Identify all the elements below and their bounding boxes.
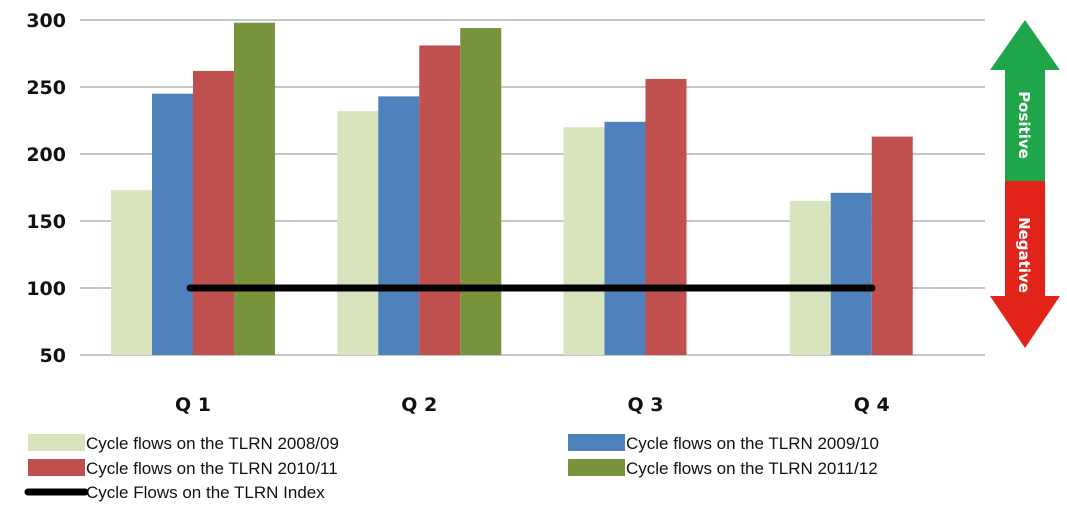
bar bbox=[604, 121, 646, 355]
legend-swatch bbox=[28, 459, 85, 476]
y-tick-label: 200 bbox=[26, 144, 66, 166]
bar bbox=[378, 96, 420, 355]
bar bbox=[830, 192, 872, 355]
legend-label: Cycle flows on the TLRN 2010/11 bbox=[86, 459, 338, 478]
y-tick-label: 50 bbox=[40, 345, 66, 367]
x-tick-label: Q 2 bbox=[401, 394, 437, 416]
bar bbox=[460, 28, 502, 355]
legend-swatch bbox=[28, 434, 85, 451]
legend-label: Cycle flows on the TLRN 2008/09 bbox=[86, 434, 339, 453]
x-tick-label: Q 3 bbox=[628, 394, 664, 416]
positive-arrow bbox=[990, 20, 1060, 181]
bar bbox=[563, 127, 605, 355]
legend-label: Cycle flows on the TLRN 2009/10 bbox=[626, 434, 879, 453]
positive-label: Positive bbox=[1015, 91, 1033, 159]
y-axis-tick-labels: 50 100 150 200 250 300 bbox=[26, 10, 66, 367]
negative-arrow bbox=[990, 181, 1060, 348]
legend-swatch bbox=[568, 459, 625, 476]
bar bbox=[152, 93, 193, 355]
bar bbox=[337, 111, 379, 356]
legend-swatch bbox=[568, 434, 625, 451]
bar bbox=[111, 190, 152, 355]
x-tick-label: Q 1 bbox=[175, 394, 211, 416]
bar bbox=[419, 45, 461, 356]
legend: Cycle flows on the TLRN 2008/09 Cycle flo… bbox=[24, 434, 879, 502]
bar bbox=[234, 22, 275, 356]
y-tick-label: 100 bbox=[26, 278, 66, 300]
bar bbox=[193, 70, 234, 356]
x-axis-category-labels: Q 1 Q 2 Q 3 Q 4 bbox=[175, 394, 890, 416]
x-tick-label: Q 4 bbox=[854, 394, 890, 416]
bar bbox=[789, 200, 831, 355]
bar bbox=[645, 78, 687, 356]
legend-label: Cycle flows on the TLRN 2011/12 bbox=[626, 459, 878, 478]
y-tick-label: 150 bbox=[26, 211, 66, 233]
positive-negative-indicator: Positive Negative bbox=[990, 20, 1060, 348]
negative-label: Negative bbox=[1015, 217, 1033, 293]
bars bbox=[111, 22, 913, 356]
y-tick-label: 250 bbox=[26, 77, 66, 99]
y-tick-label: 300 bbox=[26, 10, 66, 32]
bar bbox=[871, 136, 913, 355]
legend-label: Cycle Flows on the TLRN Index bbox=[86, 483, 325, 502]
